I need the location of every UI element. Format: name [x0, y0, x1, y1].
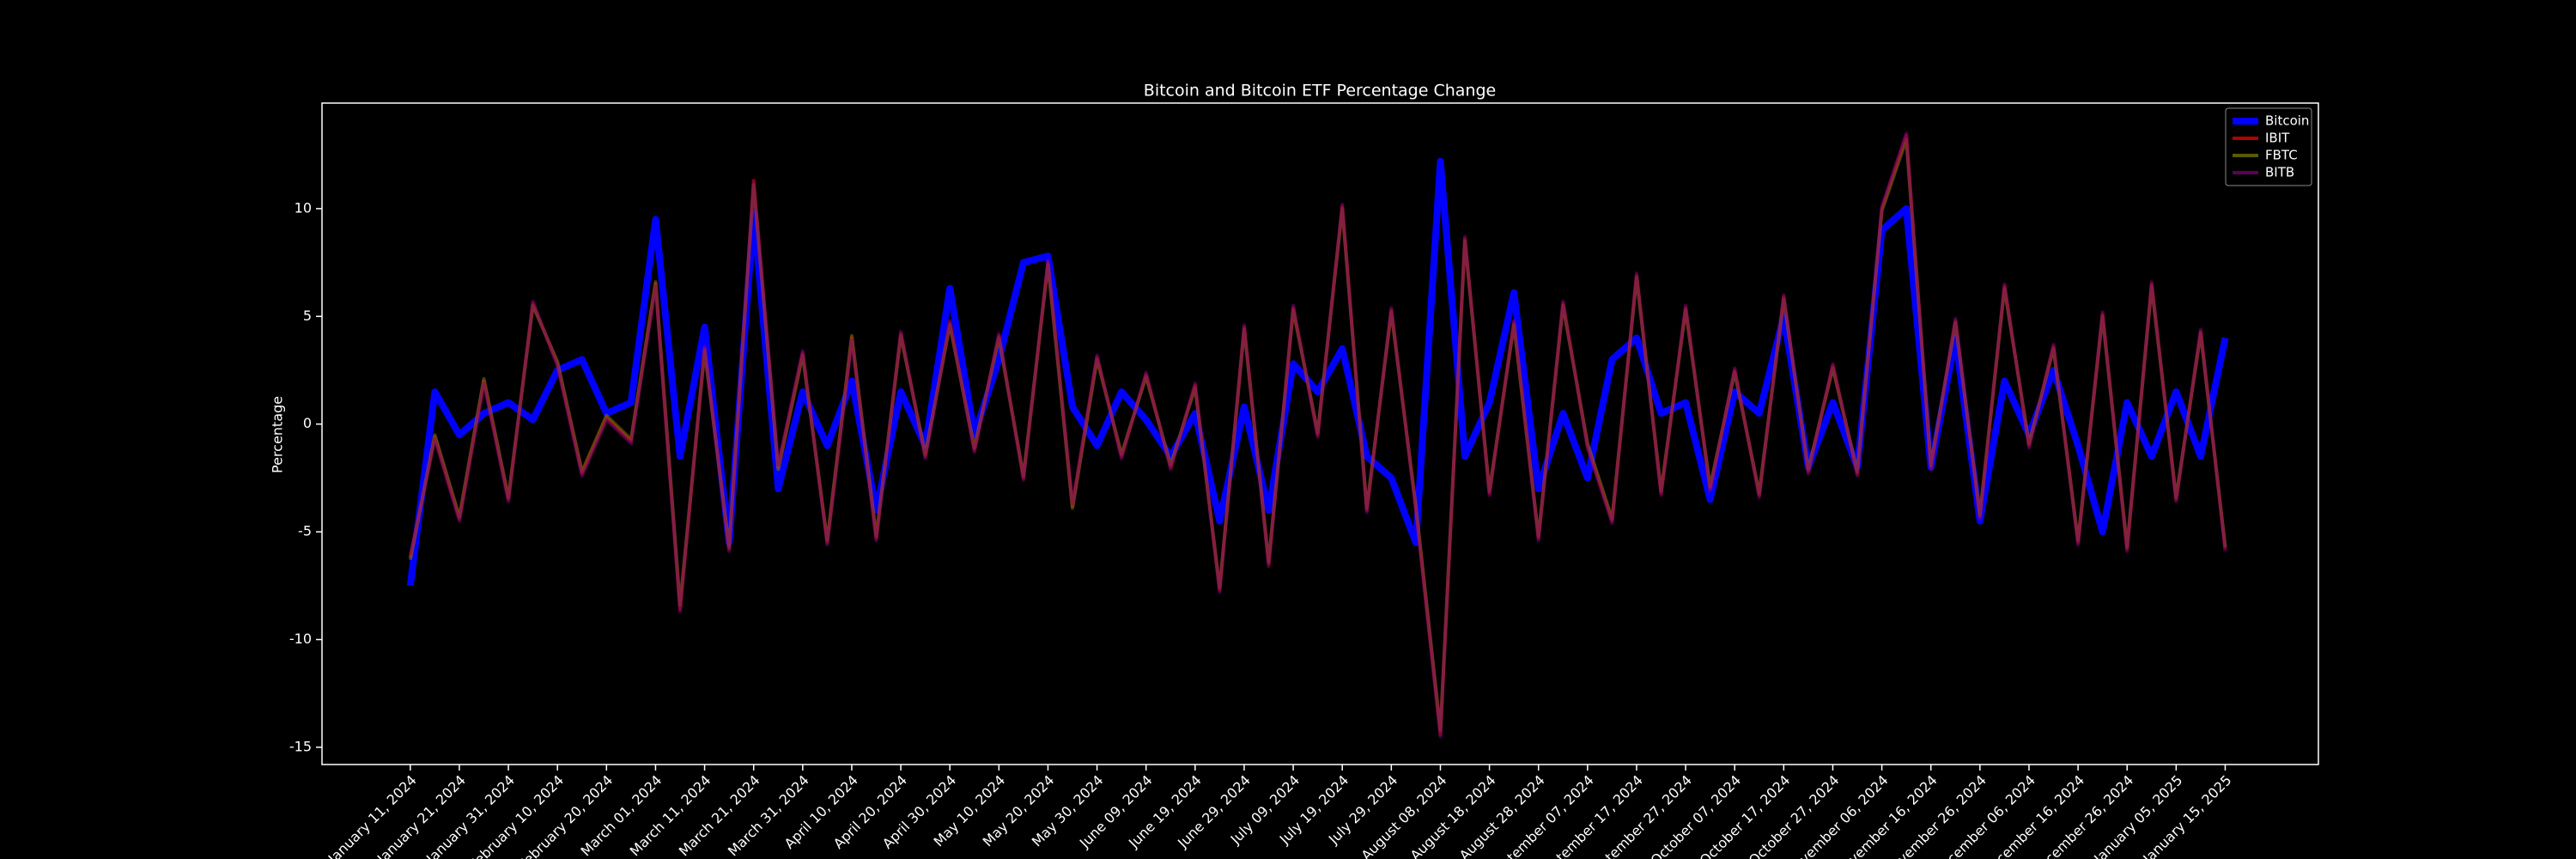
y-tick-label: -10	[289, 631, 312, 647]
legend-label: BITB	[2265, 165, 2294, 180]
legend-label: FBTC	[2265, 148, 2298, 163]
plot-frame	[321, 102, 2319, 765]
y-tick-label: 10	[295, 199, 312, 216]
series-line	[408, 131, 2227, 739]
legend-box	[2225, 107, 2312, 186]
legend-label: Bitcoin	[2265, 113, 2309, 129]
legend-label: IBIT	[2265, 131, 2290, 146]
x-tick-label: January 15, 2025	[2139, 772, 2234, 859]
series-line	[406, 157, 2229, 587]
y-tick-label: 0	[303, 415, 312, 431]
chart-title: Bitcoin and Bitcoin ETF Percentage Chang…	[1144, 82, 1496, 101]
y-axis-label: Percentage	[270, 396, 286, 473]
y-tick-label: -5	[298, 523, 312, 539]
y-tick-label: -15	[289, 738, 312, 754]
y-tick-label: 5	[303, 308, 312, 324]
